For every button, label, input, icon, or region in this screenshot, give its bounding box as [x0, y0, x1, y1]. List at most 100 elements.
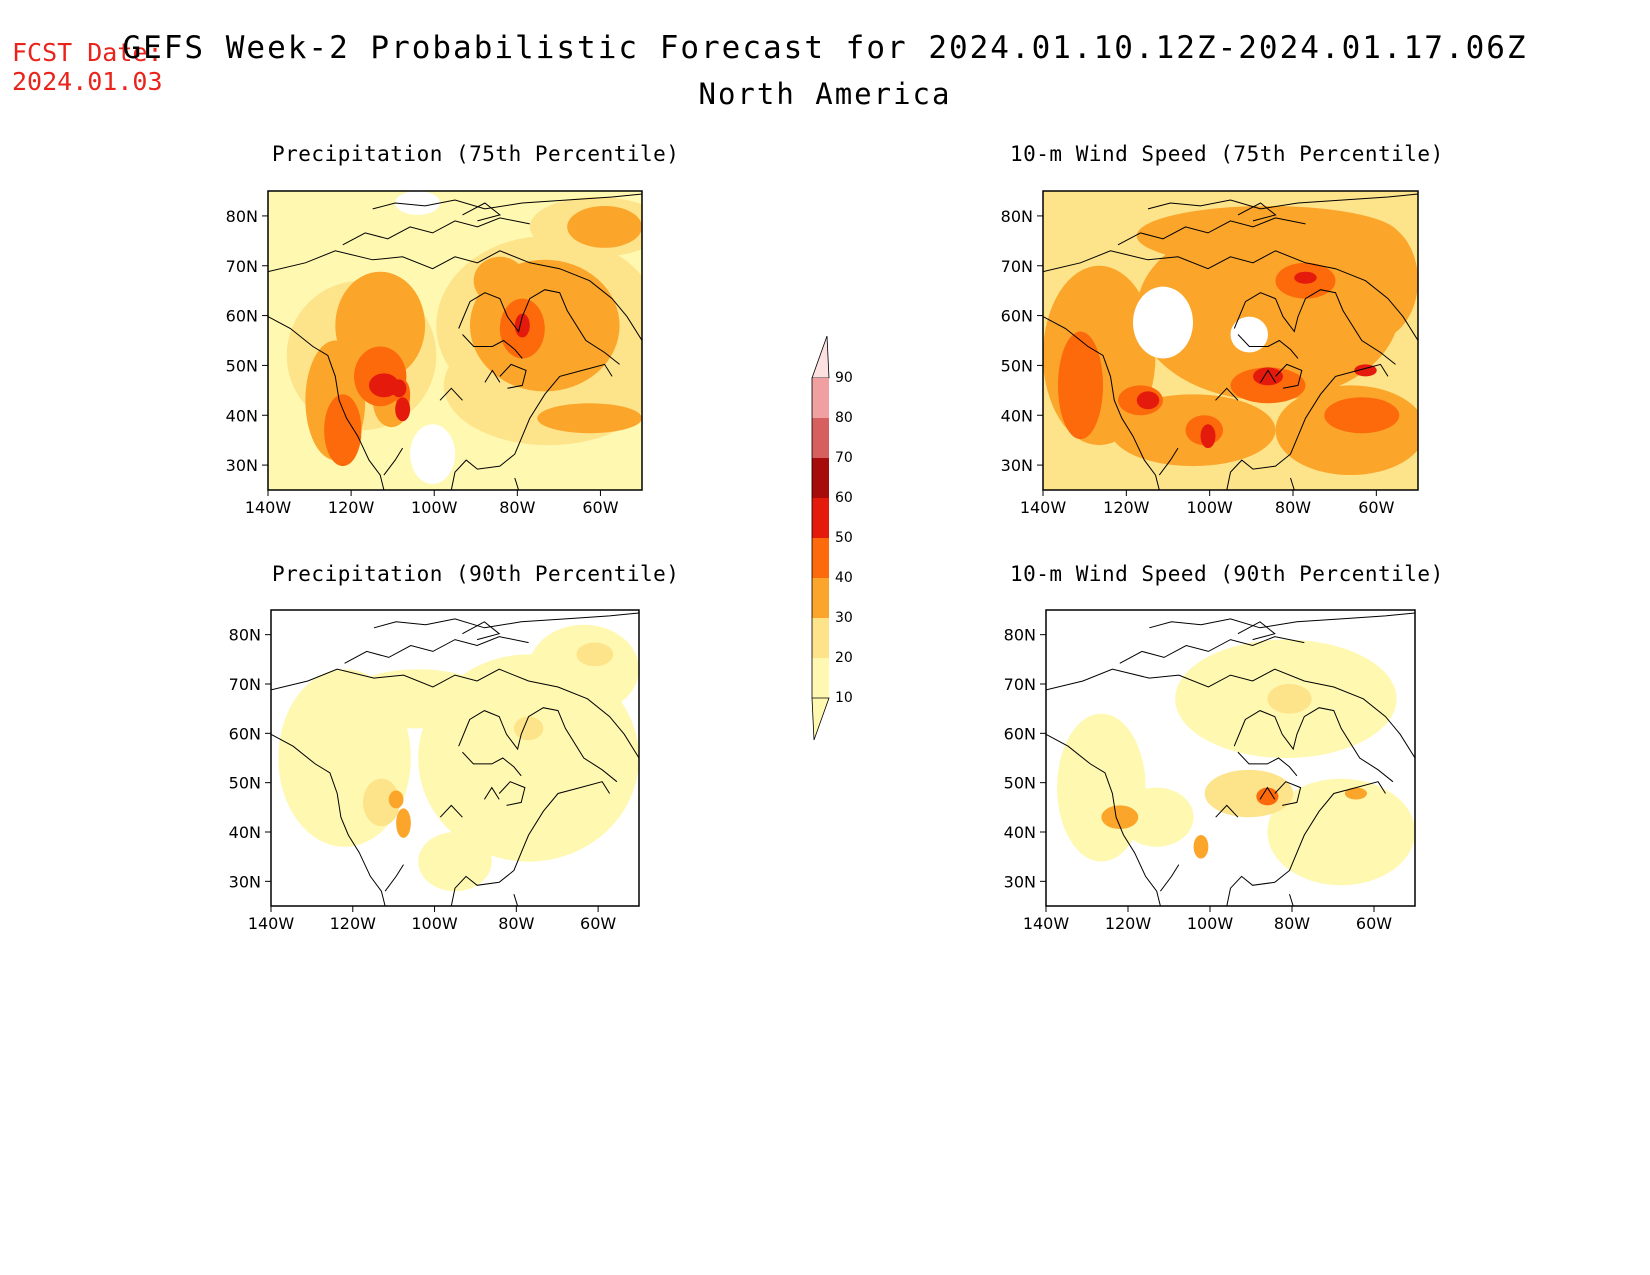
panel-title-wind-75: 10-m Wind Speed (75th Percentile): [1010, 142, 1444, 166]
color-bar-segment: [812, 578, 829, 618]
contour-field: [1046, 610, 1415, 906]
contour-field: [268, 191, 642, 490]
coastline: [383, 447, 404, 476]
below-threshold-area: [395, 191, 441, 215]
map-panel-p90: 30N 40N 50N 60N 70N 80N 140W 120W 100W 80W 60W: [229, 609, 640, 933]
main-title: GEFS Week-2 Probabilistic Forecast for 2…: [122, 30, 1528, 66]
lat-tick-label: 70N: [229, 675, 261, 694]
color-bar-label: 90: [835, 370, 853, 386]
lat-tick-label: 30N: [226, 456, 258, 475]
probability-contour: [528, 624, 639, 714]
coastline: [1226, 363, 1389, 490]
lon-tick-label: 120W: [1105, 914, 1152, 933]
coastline: [268, 250, 642, 341]
lon-tick-label: 80W: [1274, 914, 1310, 933]
probability-contour: [1344, 787, 1368, 800]
coastline: [1160, 864, 1180, 892]
probability-contour: [1136, 391, 1160, 410]
color-bar-label: 20: [835, 650, 853, 666]
below-threshold-area: [410, 424, 455, 485]
lat-tick-label: 30N: [1004, 872, 1036, 891]
probability-contour: [537, 403, 642, 434]
color-bar-segment: [812, 458, 829, 498]
lon-tick-label: 140W: [1023, 914, 1070, 933]
coastline: [1260, 369, 1276, 383]
lat-tick-label: 80N: [1004, 626, 1036, 645]
below-threshold-area: [1133, 286, 1193, 359]
coastline: [1259, 786, 1276, 800]
coastline: [450, 781, 611, 906]
lat-tick-label: 70N: [1004, 675, 1036, 694]
panel-title-precip-90: Precipitation (90th Percentile): [272, 562, 680, 586]
probability-contour: [418, 832, 492, 892]
probability-contour: [396, 808, 411, 838]
forecast-date-label: FCST Date: 2024.01.03: [12, 38, 163, 96]
probability-contour: [1058, 331, 1103, 440]
map-frame: [270, 609, 640, 907]
lon-tick-label: 60W: [1356, 914, 1392, 933]
lat-tick-label: 60N: [1004, 724, 1036, 743]
probability-contour: [324, 394, 362, 467]
lat-tick-label: 50N: [226, 356, 258, 375]
contour-field: [1043, 191, 1418, 490]
probability-contour: [1230, 367, 1306, 404]
coastline: [1275, 363, 1303, 389]
color-bar-label: 60: [835, 490, 853, 506]
lon-tick-label: 120W: [328, 498, 375, 517]
lat-tick-label: 30N: [229, 872, 261, 891]
coastline: [498, 781, 526, 806]
map-frame: [1042, 190, 1419, 491]
probability-contour: [1253, 367, 1283, 386]
coastline: [372, 193, 642, 210]
coastline: [483, 786, 500, 800]
lon-tick-label: 120W: [330, 914, 377, 933]
probability-contour: [1193, 834, 1209, 859]
probability-contour: [363, 778, 400, 827]
coastline: [458, 707, 618, 783]
color-bar-label: 50: [835, 530, 853, 546]
probability-contour: [1267, 778, 1415, 886]
fcst-date-value: 2024.01.03: [12, 67, 163, 96]
coastline: [1149, 612, 1415, 629]
coastline: [1046, 733, 1161, 906]
coastline: [1119, 636, 1305, 664]
coastline: [439, 387, 463, 401]
coastline: [513, 894, 519, 906]
lat-tick-label: 50N: [1001, 356, 1033, 375]
probability-contour: [1101, 805, 1139, 830]
coastline: [342, 217, 530, 246]
map-panel-w90: 30N 40N 50N 60N 70N 80N 140W 120W 100W 80W 60W: [1004, 609, 1416, 933]
color-bar-segment: [812, 498, 829, 538]
probability-contour: [1136, 205, 1400, 266]
probability-contour: [391, 379, 407, 398]
coastline: [1158, 447, 1179, 476]
lat-tick-label: 70N: [226, 257, 258, 276]
region-subtitle: North America: [698, 77, 952, 111]
lat-tick-label: 50N: [229, 774, 261, 793]
color-bar-label: 10: [835, 690, 853, 706]
coastline: [1233, 707, 1394, 783]
probability-contour: [1200, 424, 1216, 449]
lat-tick-label: 40N: [1001, 406, 1033, 425]
probability-contour: [395, 397, 411, 422]
coastline: [458, 289, 620, 365]
color-bar-segment: [812, 538, 829, 578]
probability-contour: [344, 669, 492, 729]
probability-contour: [473, 256, 527, 305]
lon-tick-label: 80W: [498, 914, 534, 933]
fcst-date-caption: FCST Date:: [12, 38, 163, 67]
map-panel-p75: 30N 40N 50N 60N 70N 80N 140W 120W 100W 80W 60W: [226, 190, 643, 517]
color-bar-segment: [812, 618, 829, 658]
lon-tick-label: 60W: [1358, 498, 1394, 517]
probability-contour: [1294, 271, 1317, 284]
coastline: [1289, 894, 1294, 906]
lat-tick-label: 40N: [1004, 823, 1036, 842]
coastline: [1043, 316, 1160, 490]
lon-tick-label: 100W: [1187, 914, 1234, 933]
lat-tick-label: 30N: [1001, 456, 1033, 475]
coastline: [439, 804, 463, 818]
probability-contour: [1267, 684, 1312, 714]
coastline: [462, 334, 523, 359]
probability-contour: [1119, 787, 1194, 847]
